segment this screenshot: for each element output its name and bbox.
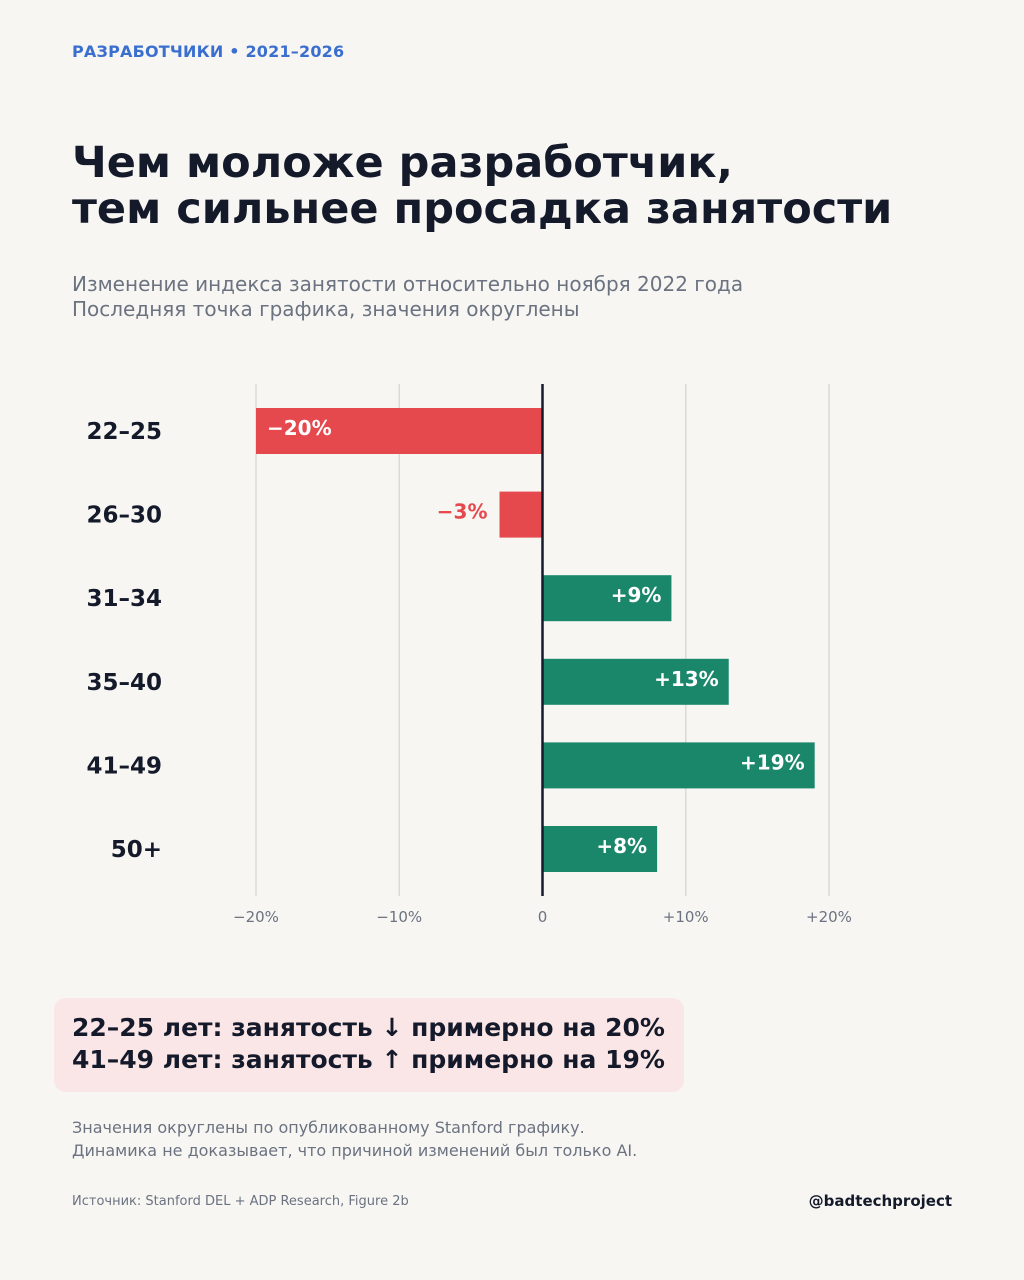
footnote-line-1: Значения округлены по опубликованному St… <box>72 1118 585 1137</box>
title-line-2: тем сильнее просадка занятости <box>72 184 893 234</box>
x-tick-label: +10% <box>663 908 709 926</box>
callout-line-1: 22–25 лет: занятость ↓ примерно на 20% <box>72 1013 665 1042</box>
category-label: 26–30 <box>86 503 162 529</box>
category-label: 41–49 <box>86 753 162 779</box>
data-label: +19% <box>740 750 805 774</box>
footnote-line-2: Динамика не доказывает, что причиной изм… <box>72 1141 638 1160</box>
bar <box>542 575 672 622</box>
title-line-1: Чем моложе разработчик, <box>72 138 733 188</box>
category-label: 31–34 <box>86 586 162 612</box>
data-label: −20% <box>267 416 332 440</box>
x-tick-label: +20% <box>806 908 852 926</box>
bar <box>542 826 658 872</box>
data-label: +13% <box>654 667 719 691</box>
subtitle-line-1: Изменение индекса занятости относительно… <box>72 272 744 296</box>
bar-chart: −20% −10% 0 +10% +20% 22–25 −20% 26–30 −3% 31–34 +… <box>86 384 852 926</box>
bar <box>499 491 543 538</box>
author-handle: @badtechproject <box>808 1192 952 1210</box>
data-label: +8% <box>596 834 647 858</box>
category-label: 35–40 <box>86 670 162 696</box>
x-tick-label: −10% <box>376 908 422 926</box>
bar <box>542 742 815 789</box>
subtitle-line-2: Последняя точка графика, значения округл… <box>72 297 580 321</box>
bar <box>542 658 729 705</box>
bar <box>256 408 543 454</box>
kicker: РАЗРАБОТЧИКИ • 2021–2026 <box>72 42 345 61</box>
data-label: −3% <box>437 500 488 524</box>
category-label: 22–25 <box>86 419 162 445</box>
callout-box: 22–25 лет: занятость ↓ примерно на 20% 4… <box>54 998 684 1092</box>
x-tick-label: 0 <box>538 908 548 926</box>
footnote: Значения округлены по опубликованному St… <box>72 1116 637 1162</box>
category-label: 50+ <box>111 837 162 863</box>
x-tick-label: −20% <box>233 908 279 926</box>
source-credit: Источник: Stanford DEL + ADP Research, F… <box>72 1194 409 1209</box>
page-title: Чем моложе разработчик, тем сильнее прос… <box>72 140 892 232</box>
callout-line-2: 41–49 лет: занятость ↑ примерно на 19% <box>72 1045 665 1074</box>
subtitle: Изменение индекса занятости относительно… <box>72 272 743 322</box>
data-label: +9% <box>611 583 662 607</box>
